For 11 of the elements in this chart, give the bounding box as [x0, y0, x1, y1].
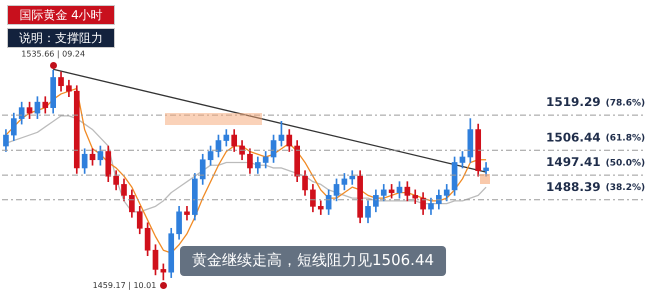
- text: 1459.17 | 10.01: [92, 280, 156, 290]
- chart-title: 国际黄金 4小时: [7, 5, 115, 25]
- candlestick: [184, 206, 190, 220]
- chart-subtitle: 说明：支撑阻力: [7, 28, 115, 48]
- ref-line-label: 1506.44 (61.8%): [546, 130, 646, 144]
- annotation: 黄金继续走高，短线阻力见1506.44: [192, 250, 434, 269]
- text: 1535.66 | 09.24: [21, 49, 86, 58]
- ref-line-label: 1497.41 (50.0%): [546, 155, 646, 170]
- ref-line-label: 1488.39 (38.2%): [546, 180, 646, 194]
- candlestick: [483, 162, 489, 177]
- ref-line-label: 1519.29 (78.6%): [546, 95, 646, 110]
